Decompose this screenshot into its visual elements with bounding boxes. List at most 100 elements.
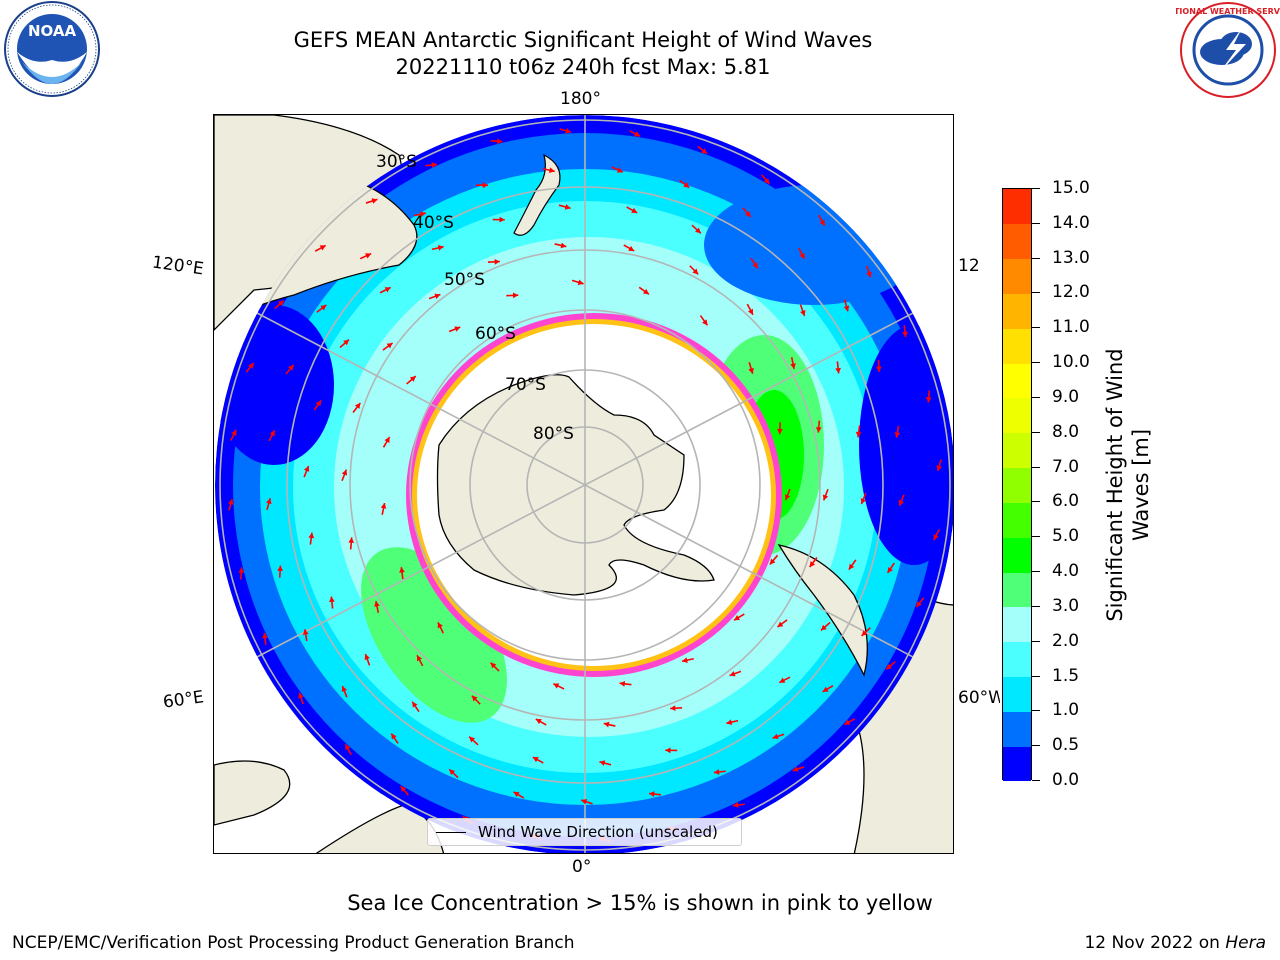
colorbar-tick: [1032, 327, 1040, 329]
colorbar-tick: [1032, 501, 1040, 503]
wind-arrow-head: [835, 367, 841, 374]
colorbar: [1002, 188, 1032, 782]
colorbar-tick-label: 0.0: [1052, 770, 1080, 790]
lon-label-upper-left: 120°E: [150, 252, 205, 280]
wind-arrow-head: [364, 654, 370, 661]
colorbar-tick-label: 2.0: [1052, 630, 1080, 651]
lon-label-lower-right: 60°W: [958, 688, 1000, 708]
colorbar-tick-label: 3.0: [1052, 595, 1080, 616]
wind-arrow-head: [752, 262, 758, 269]
wind-arrow-head: [238, 567, 245, 573]
nws-logo: NATIONAL WEATHER SERVICE: [1162, 0, 1280, 104]
colorbar-tick: [1032, 396, 1040, 398]
colorbar-segment: [1003, 676, 1031, 712]
wind-arrow-head: [745, 211, 751, 217]
wind-arrow-head: [682, 657, 688, 663]
wind-arrow-head: [779, 677, 786, 683]
legend-line-swatch: [436, 832, 466, 833]
wind-arrow-head: [886, 663, 892, 670]
wind-arrow-head: [769, 558, 776, 565]
wind-direction-arrows: [227, 127, 943, 843]
noaa-logo-text: NOAA: [28, 22, 77, 40]
wind-arrow-head: [348, 537, 355, 543]
wind-arrow-head: [303, 465, 310, 472]
lon-label-top: 180°: [560, 89, 601, 109]
wind-arrow-head: [815, 427, 822, 433]
wind-arrow-head: [354, 402, 361, 409]
wind-arrow-head: [227, 498, 234, 505]
colorbar-segment: [1003, 328, 1031, 364]
wind-arrow-head: [631, 207, 638, 213]
colorbar-segment: [1003, 711, 1031, 747]
colorbar-tick-label: 6.0: [1052, 491, 1080, 512]
wind-arrow-head: [692, 268, 699, 275]
colorbar-tick-label: 13.0: [1052, 247, 1090, 268]
colorbar-tick-label: 12.0: [1052, 282, 1090, 303]
colorbar-tick: [1032, 536, 1040, 538]
wind-arrow-head: [416, 655, 423, 662]
wind-arrow-head: [409, 376, 416, 382]
wind-arrow-head: [702, 319, 708, 326]
colorbar-tick: [1032, 675, 1040, 677]
colorbar-segment: [1003, 189, 1031, 225]
wind-arrow-head: [894, 432, 901, 438]
wind-arrow-head: [792, 766, 799, 772]
wind-arrow-head: [391, 733, 397, 740]
wind-arrow-head: [494, 258, 500, 265]
chart-title: GEFS MEAN Antarctic Significant Height o…: [293, 28, 873, 52]
wind-arrow-head: [747, 308, 754, 315]
wind-arrow-head: [925, 397, 932, 403]
wind-arrow-head: [513, 791, 520, 798]
noaa-logo: NOAA: [0, 0, 104, 104]
graticule: [215, 115, 953, 853]
lat-label-60s: 60°S: [475, 324, 516, 344]
wind-arrow-head: [532, 757, 539, 763]
footer-credit: NCEP/EMC/Verification Post Processing Pr…: [12, 933, 575, 953]
wind-arrow-head: [860, 498, 867, 505]
colorbar-tick: [1032, 431, 1040, 433]
wave-pocket-west: [215, 305, 334, 465]
colorbar-tick-label: 10.0: [1052, 352, 1090, 373]
wind-arrow-head: [374, 601, 380, 607]
wind-arrow-head: [933, 534, 939, 541]
wind-arrow-head: [298, 692, 304, 699]
wind-arrow-head: [384, 287, 391, 293]
wind-arrow-head: [315, 400, 322, 407]
legend-label: Wind Wave Direction (unscaled): [478, 823, 718, 841]
wind-arrow-head: [380, 503, 387, 509]
colorbar-segment: [1003, 363, 1031, 399]
wind-arrow-head: [564, 204, 571, 210]
antarctica: [436, 374, 715, 596]
wind-arrow-head: [371, 198, 378, 204]
wind-arrow-head: [799, 252, 805, 259]
wind-arrow-head: [866, 271, 872, 278]
wind-arrow-head: [726, 719, 733, 725]
wind-arrow-head: [844, 719, 851, 725]
colorbar-tick: [1032, 780, 1040, 781]
wind-arrow-head: [288, 364, 294, 371]
wind-arrow-head: [822, 686, 829, 692]
wind-arrow-head: [399, 567, 405, 573]
colorbar-tick: [1032, 571, 1040, 573]
wind-arrow-head: [772, 733, 779, 740]
colorbar-tick: [1032, 640, 1040, 642]
colorbar-tick: [1032, 292, 1040, 294]
wind-arrow-head: [345, 744, 351, 751]
colorbar-segment: [1003, 606, 1031, 643]
wind-arrow-head: [341, 469, 348, 476]
colorbar-segment: [1003, 432, 1031, 469]
wind-arrow-head: [822, 494, 829, 501]
footer-date: 12 Nov 2022 on Hera: [1084, 933, 1266, 953]
colorbar-segment: [1003, 572, 1031, 608]
colorbar-segment: [1003, 537, 1031, 573]
colorbar-tick-label: 8.0: [1052, 421, 1080, 442]
colorbar-tick-label: 1.5: [1052, 665, 1080, 686]
wind-arrow-head: [634, 131, 641, 137]
wind-arrow-head: [875, 366, 882, 372]
wind-arrow-head: [628, 245, 635, 251]
wind-arrow-head: [437, 622, 443, 629]
wind-arrow-head: [248, 362, 254, 369]
colorbar-tick: [1032, 362, 1040, 364]
wind-arrow-head: [329, 596, 335, 603]
colorbar-tick-label: 15.0: [1052, 178, 1090, 198]
